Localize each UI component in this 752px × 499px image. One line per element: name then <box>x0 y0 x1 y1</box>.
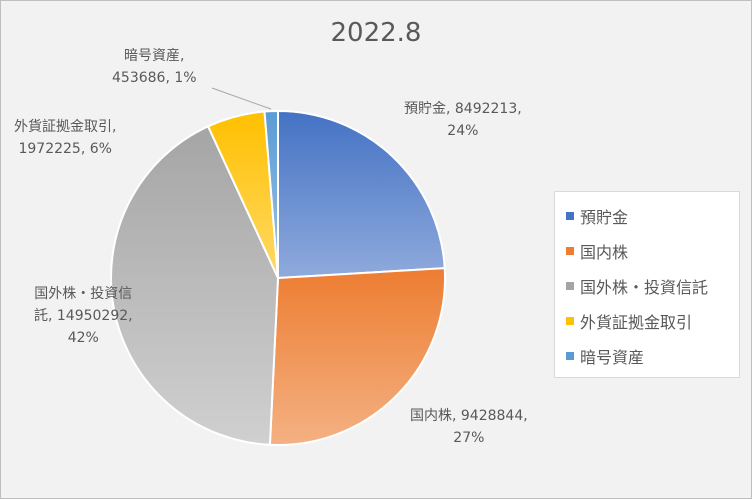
legend-item-savings: 預貯金 <box>555 198 739 233</box>
data-label-line: 国内株, 9428844, <box>410 408 528 424</box>
legend-item-foreign-stocks-funds: 国外株・投資信託 <box>555 268 739 303</box>
legend-swatch <box>566 211 574 220</box>
data-label-line: 42% <box>67 330 99 346</box>
pie-slice-domestic-stocks <box>268 267 446 446</box>
data-label-savings: 預貯金, 8492213, 24% <box>404 98 522 142</box>
data-label-line: 暗号資産, <box>124 48 185 64</box>
pie-slice-foreign-stocks-funds <box>109 125 280 446</box>
chart-title: 2022.8 <box>330 18 422 48</box>
data-label-line: 預貯金, 8492213, <box>404 101 522 117</box>
legend: 預貯金国内株国外株・投資信託 外貨証拠金取引 暗号資産 <box>554 191 740 378</box>
legend-swatch <box>566 281 574 290</box>
legend-label: 国内株 <box>580 242 629 262</box>
legend-item-crypto: 暗号資産 <box>555 338 739 373</box>
legend-item-fx-margin: 外貨証拠金取引 <box>555 303 739 338</box>
pie-slice-crypto <box>263 109 279 279</box>
data-label-line: 外貨証拠金取引, <box>14 119 117 135</box>
data-label-line: 託, 14950292, <box>34 308 133 324</box>
legend-label: 預貯金 <box>580 207 629 227</box>
data-label-fx-margin: 外貨証拠金取引, 1972225, 6% <box>14 116 116 160</box>
data-label-line: 453686, 1% <box>112 70 197 86</box>
data-label-line: 国外株・投資信 <box>34 286 133 302</box>
legend-label: 外貨証拠金取引 <box>580 312 693 332</box>
data-label-crypto: 暗号資産, 453686, 1% <box>112 45 197 89</box>
legend-label: 国外株・投資信託 <box>580 277 709 297</box>
data-label-foreign-stocks-funds: 国外株・投資信 託, 14950292, 42% <box>34 283 133 349</box>
data-label-line: 27% <box>453 430 485 446</box>
legend-swatch <box>566 351 574 360</box>
legend-swatch <box>566 246 574 255</box>
data-label-line: 24% <box>447 123 479 139</box>
legend-item-domestic-stocks: 国内株 <box>555 233 739 268</box>
legend-swatch <box>566 316 574 325</box>
leader-line <box>211 87 272 110</box>
data-label-domestic-stocks: 国内株, 9428844, 27% <box>410 405 528 449</box>
legend-label: 暗号資産 <box>580 347 645 367</box>
data-label-line: 1972225, 6% <box>18 141 112 157</box>
pie-slice-savings <box>277 109 446 280</box>
